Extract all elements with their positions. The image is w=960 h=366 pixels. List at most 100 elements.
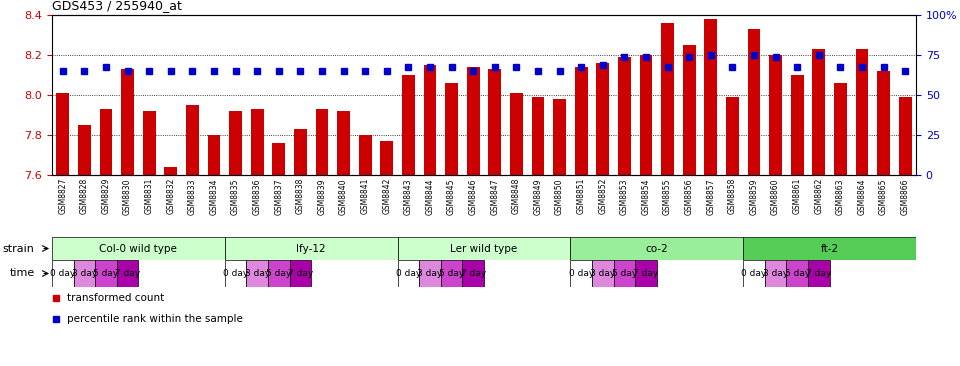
Bar <box>397 237 570 260</box>
Bar <box>268 260 290 287</box>
Bar <box>726 97 739 175</box>
Text: 0 day: 0 day <box>568 269 594 278</box>
Text: 3 day: 3 day <box>72 269 97 278</box>
Text: GSM8866: GSM8866 <box>900 178 910 214</box>
Bar <box>743 260 765 287</box>
Bar <box>359 135 372 175</box>
Bar <box>420 260 441 287</box>
Bar <box>683 45 696 175</box>
Text: 5 day: 5 day <box>784 269 810 278</box>
Text: GSM8844: GSM8844 <box>425 178 435 214</box>
Text: 5 day: 5 day <box>93 269 119 278</box>
Bar <box>186 105 199 175</box>
Text: GSM8835: GSM8835 <box>231 178 240 214</box>
Text: 0 day: 0 day <box>223 269 249 278</box>
Text: GSM8850: GSM8850 <box>555 178 564 214</box>
Bar <box>808 260 829 287</box>
Text: GSM8831: GSM8831 <box>145 178 154 214</box>
Text: GSM8856: GSM8856 <box>684 178 694 214</box>
Text: Col-0 wild type: Col-0 wild type <box>100 243 178 254</box>
Bar <box>553 99 566 175</box>
Bar <box>74 260 95 287</box>
Bar <box>618 57 631 175</box>
Text: GSM8849: GSM8849 <box>534 178 542 214</box>
Bar <box>661 23 674 175</box>
Text: GSM8861: GSM8861 <box>793 178 802 214</box>
Text: GSM8857: GSM8857 <box>707 178 715 214</box>
Text: GSM8828: GSM8828 <box>80 178 89 214</box>
Bar <box>463 260 484 287</box>
Bar <box>337 111 350 175</box>
Bar <box>592 260 613 287</box>
Text: GSM8834: GSM8834 <box>209 178 219 214</box>
Bar <box>397 260 420 287</box>
Bar <box>834 83 847 175</box>
Text: GSM8838: GSM8838 <box>296 178 305 214</box>
Text: 5 day: 5 day <box>612 269 637 278</box>
Bar <box>441 260 463 287</box>
Bar <box>207 135 221 175</box>
Bar <box>743 237 916 260</box>
Text: GSM8858: GSM8858 <box>728 178 737 214</box>
Text: GSM8864: GSM8864 <box>857 178 867 214</box>
Bar <box>705 19 717 175</box>
Text: GSM8842: GSM8842 <box>382 178 392 214</box>
Bar <box>639 55 653 175</box>
Bar <box>445 83 458 175</box>
Text: GSM8855: GSM8855 <box>663 178 672 214</box>
Bar <box>52 237 225 260</box>
Bar <box>613 260 636 287</box>
Bar <box>95 260 117 287</box>
Bar <box>510 93 523 175</box>
Text: 3 day: 3 day <box>245 269 270 278</box>
Bar <box>786 260 808 287</box>
Text: GSM8847: GSM8847 <box>491 178 499 214</box>
Text: 7 day: 7 day <box>288 269 313 278</box>
Bar <box>52 260 74 287</box>
Bar <box>229 111 242 175</box>
Text: GSM8840: GSM8840 <box>339 178 348 214</box>
Text: GSM8836: GSM8836 <box>252 178 262 214</box>
Text: GDS453 / 255940_at: GDS453 / 255940_at <box>52 0 181 12</box>
Text: 0 day: 0 day <box>741 269 767 278</box>
Text: lfy-12: lfy-12 <box>297 243 326 254</box>
Bar <box>570 260 592 287</box>
Text: ft-2: ft-2 <box>821 243 839 254</box>
Text: GSM8854: GSM8854 <box>641 178 651 214</box>
Text: transformed count: transformed count <box>67 293 164 303</box>
Bar <box>575 67 588 175</box>
Text: GSM8863: GSM8863 <box>836 178 845 214</box>
Text: GSM8829: GSM8829 <box>102 178 110 214</box>
Text: GSM8830: GSM8830 <box>123 178 132 214</box>
Text: percentile rank within the sample: percentile rank within the sample <box>67 314 243 324</box>
Text: GSM8839: GSM8839 <box>318 178 326 214</box>
Bar <box>294 129 307 175</box>
Text: 7 day: 7 day <box>461 269 486 278</box>
Text: 5 day: 5 day <box>266 269 292 278</box>
Text: 3 day: 3 day <box>763 269 788 278</box>
Text: GSM8841: GSM8841 <box>361 178 370 214</box>
Bar <box>748 29 760 175</box>
Text: GSM8846: GSM8846 <box>468 178 478 214</box>
Bar <box>117 260 138 287</box>
Bar <box>812 49 826 175</box>
Bar <box>791 75 804 175</box>
Bar <box>899 97 912 175</box>
Text: 7 day: 7 day <box>806 269 831 278</box>
Text: 0 day: 0 day <box>396 269 421 278</box>
Bar <box>57 93 69 175</box>
Bar <box>121 69 134 175</box>
Text: GSM8865: GSM8865 <box>879 178 888 214</box>
Bar <box>380 141 394 175</box>
Bar <box>247 260 268 287</box>
Text: co-2: co-2 <box>645 243 668 254</box>
Text: strain: strain <box>3 243 35 254</box>
Bar <box>423 65 437 175</box>
Bar <box>636 260 657 287</box>
Bar <box>769 55 782 175</box>
Bar <box>316 109 328 175</box>
Bar <box>100 109 112 175</box>
Bar <box>532 97 544 175</box>
Text: time: time <box>10 269 35 279</box>
Text: 5 day: 5 day <box>439 269 465 278</box>
